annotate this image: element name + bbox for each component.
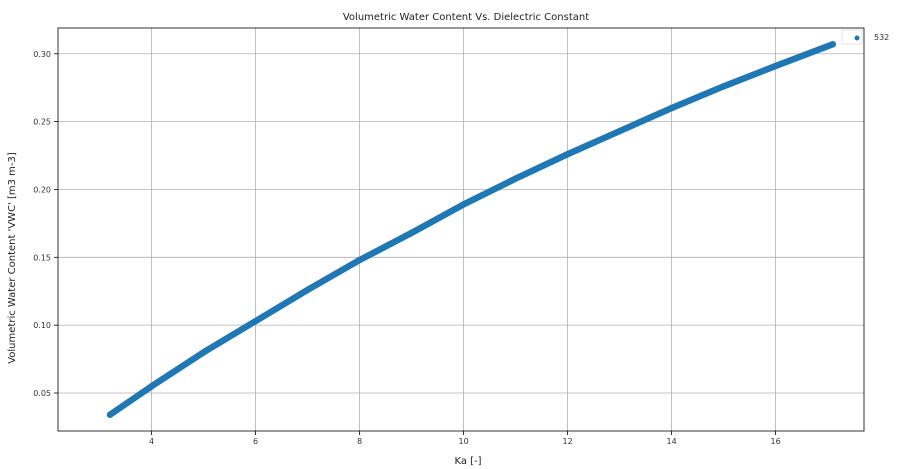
scatter-point [148,383,155,390]
scatter-point [200,349,207,356]
scatter-point [512,175,519,182]
y-tick-label: 0.30 [33,50,51,59]
scatter-point [460,201,467,208]
scatter-point [616,127,623,135]
y-tick-label: 0.05 [33,389,51,398]
scatter-point [304,286,311,294]
scatter-point [356,256,363,264]
plot-area [58,28,864,431]
x-tick-label: 4 [149,437,154,446]
y-tick-label: 0.20 [33,185,51,194]
scatter-point [408,229,415,237]
plot-frame [57,27,865,432]
x-tick-label: 12 [563,437,573,446]
scatter-point [772,62,779,70]
scatter-point [564,150,571,158]
scatter-point [720,83,727,90]
x-tick-label: 10 [459,437,469,446]
chart-title: Volumetric Water Content Vs. Dielectric … [343,12,589,23]
scatter-series-points [106,41,836,418]
y-tick-label: 0.10 [33,321,51,330]
x-tick-label: 16 [771,437,781,446]
x-tick-label: 8 [357,437,362,446]
y-axis-label: Volumetric Water Content 'VWC' [m3 m-3] [7,152,18,364]
scatter-point [829,41,836,48]
scatter-point [668,104,675,112]
scatter-point [252,317,259,325]
scatter-point [106,411,114,418]
legend-label-532: 532 [874,33,889,42]
x-tick-label: 14 [667,437,677,446]
x-axis-label: Ka [-] [454,456,481,467]
legend-marker [854,35,860,41]
y-axis-ticks: 0.05 0.10 0.15 0.20 0.25 0.30 [33,50,58,398]
y-tick-label: 0.25 [33,118,51,127]
x-axis-ticks: 4 6 8 10 12 14 16 [149,431,781,446]
y-tick-label: 0.15 [33,253,51,262]
legend: 532 [841,29,889,45]
grid [58,28,864,431]
x-tick-label: 6 [253,437,258,446]
